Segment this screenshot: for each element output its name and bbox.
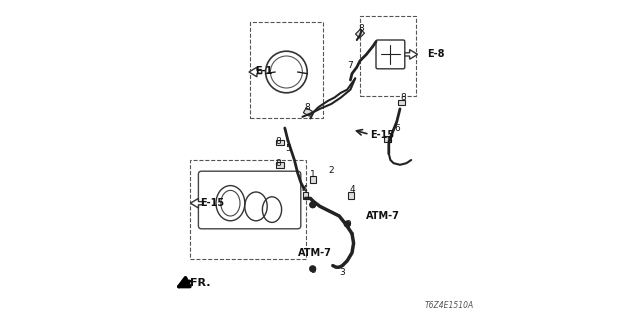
Text: 8: 8 — [305, 103, 310, 112]
Text: E-15: E-15 — [371, 130, 395, 140]
Text: E-1: E-1 — [255, 66, 273, 76]
Text: ATM-7: ATM-7 — [366, 211, 400, 221]
Text: 8: 8 — [386, 136, 392, 145]
Text: 6: 6 — [394, 124, 399, 132]
Bar — [383, 136, 390, 142]
Polygon shape — [405, 50, 418, 59]
Text: ATM-7: ATM-7 — [298, 248, 332, 258]
Circle shape — [344, 221, 350, 227]
Bar — [303, 192, 308, 199]
Bar — [310, 176, 316, 183]
Circle shape — [310, 266, 316, 272]
Bar — [276, 140, 284, 145]
Text: E-15: E-15 — [200, 198, 224, 208]
Text: 4: 4 — [349, 185, 355, 194]
Polygon shape — [249, 67, 262, 77]
Circle shape — [310, 202, 316, 208]
Bar — [303, 108, 312, 116]
Text: 8: 8 — [401, 93, 406, 102]
Text: 7: 7 — [348, 61, 353, 70]
Text: 4: 4 — [301, 185, 307, 194]
Bar — [398, 100, 405, 105]
Text: 8: 8 — [276, 159, 281, 168]
Text: T6Z4E1510A: T6Z4E1510A — [424, 301, 474, 310]
Text: 3: 3 — [340, 268, 345, 277]
Text: 9: 9 — [310, 201, 316, 210]
Text: E-8: E-8 — [428, 49, 445, 60]
Polygon shape — [191, 198, 204, 208]
Bar — [355, 29, 365, 38]
Text: 5: 5 — [285, 144, 291, 153]
Text: 1: 1 — [310, 170, 316, 179]
Text: 8: 8 — [359, 24, 364, 33]
Bar — [349, 192, 355, 199]
Text: 8: 8 — [276, 137, 281, 146]
Text: FR.: FR. — [191, 278, 211, 288]
Bar — [276, 162, 284, 168]
Text: 9: 9 — [310, 266, 316, 275]
Text: 2: 2 — [328, 166, 334, 175]
Text: 9: 9 — [346, 220, 351, 229]
